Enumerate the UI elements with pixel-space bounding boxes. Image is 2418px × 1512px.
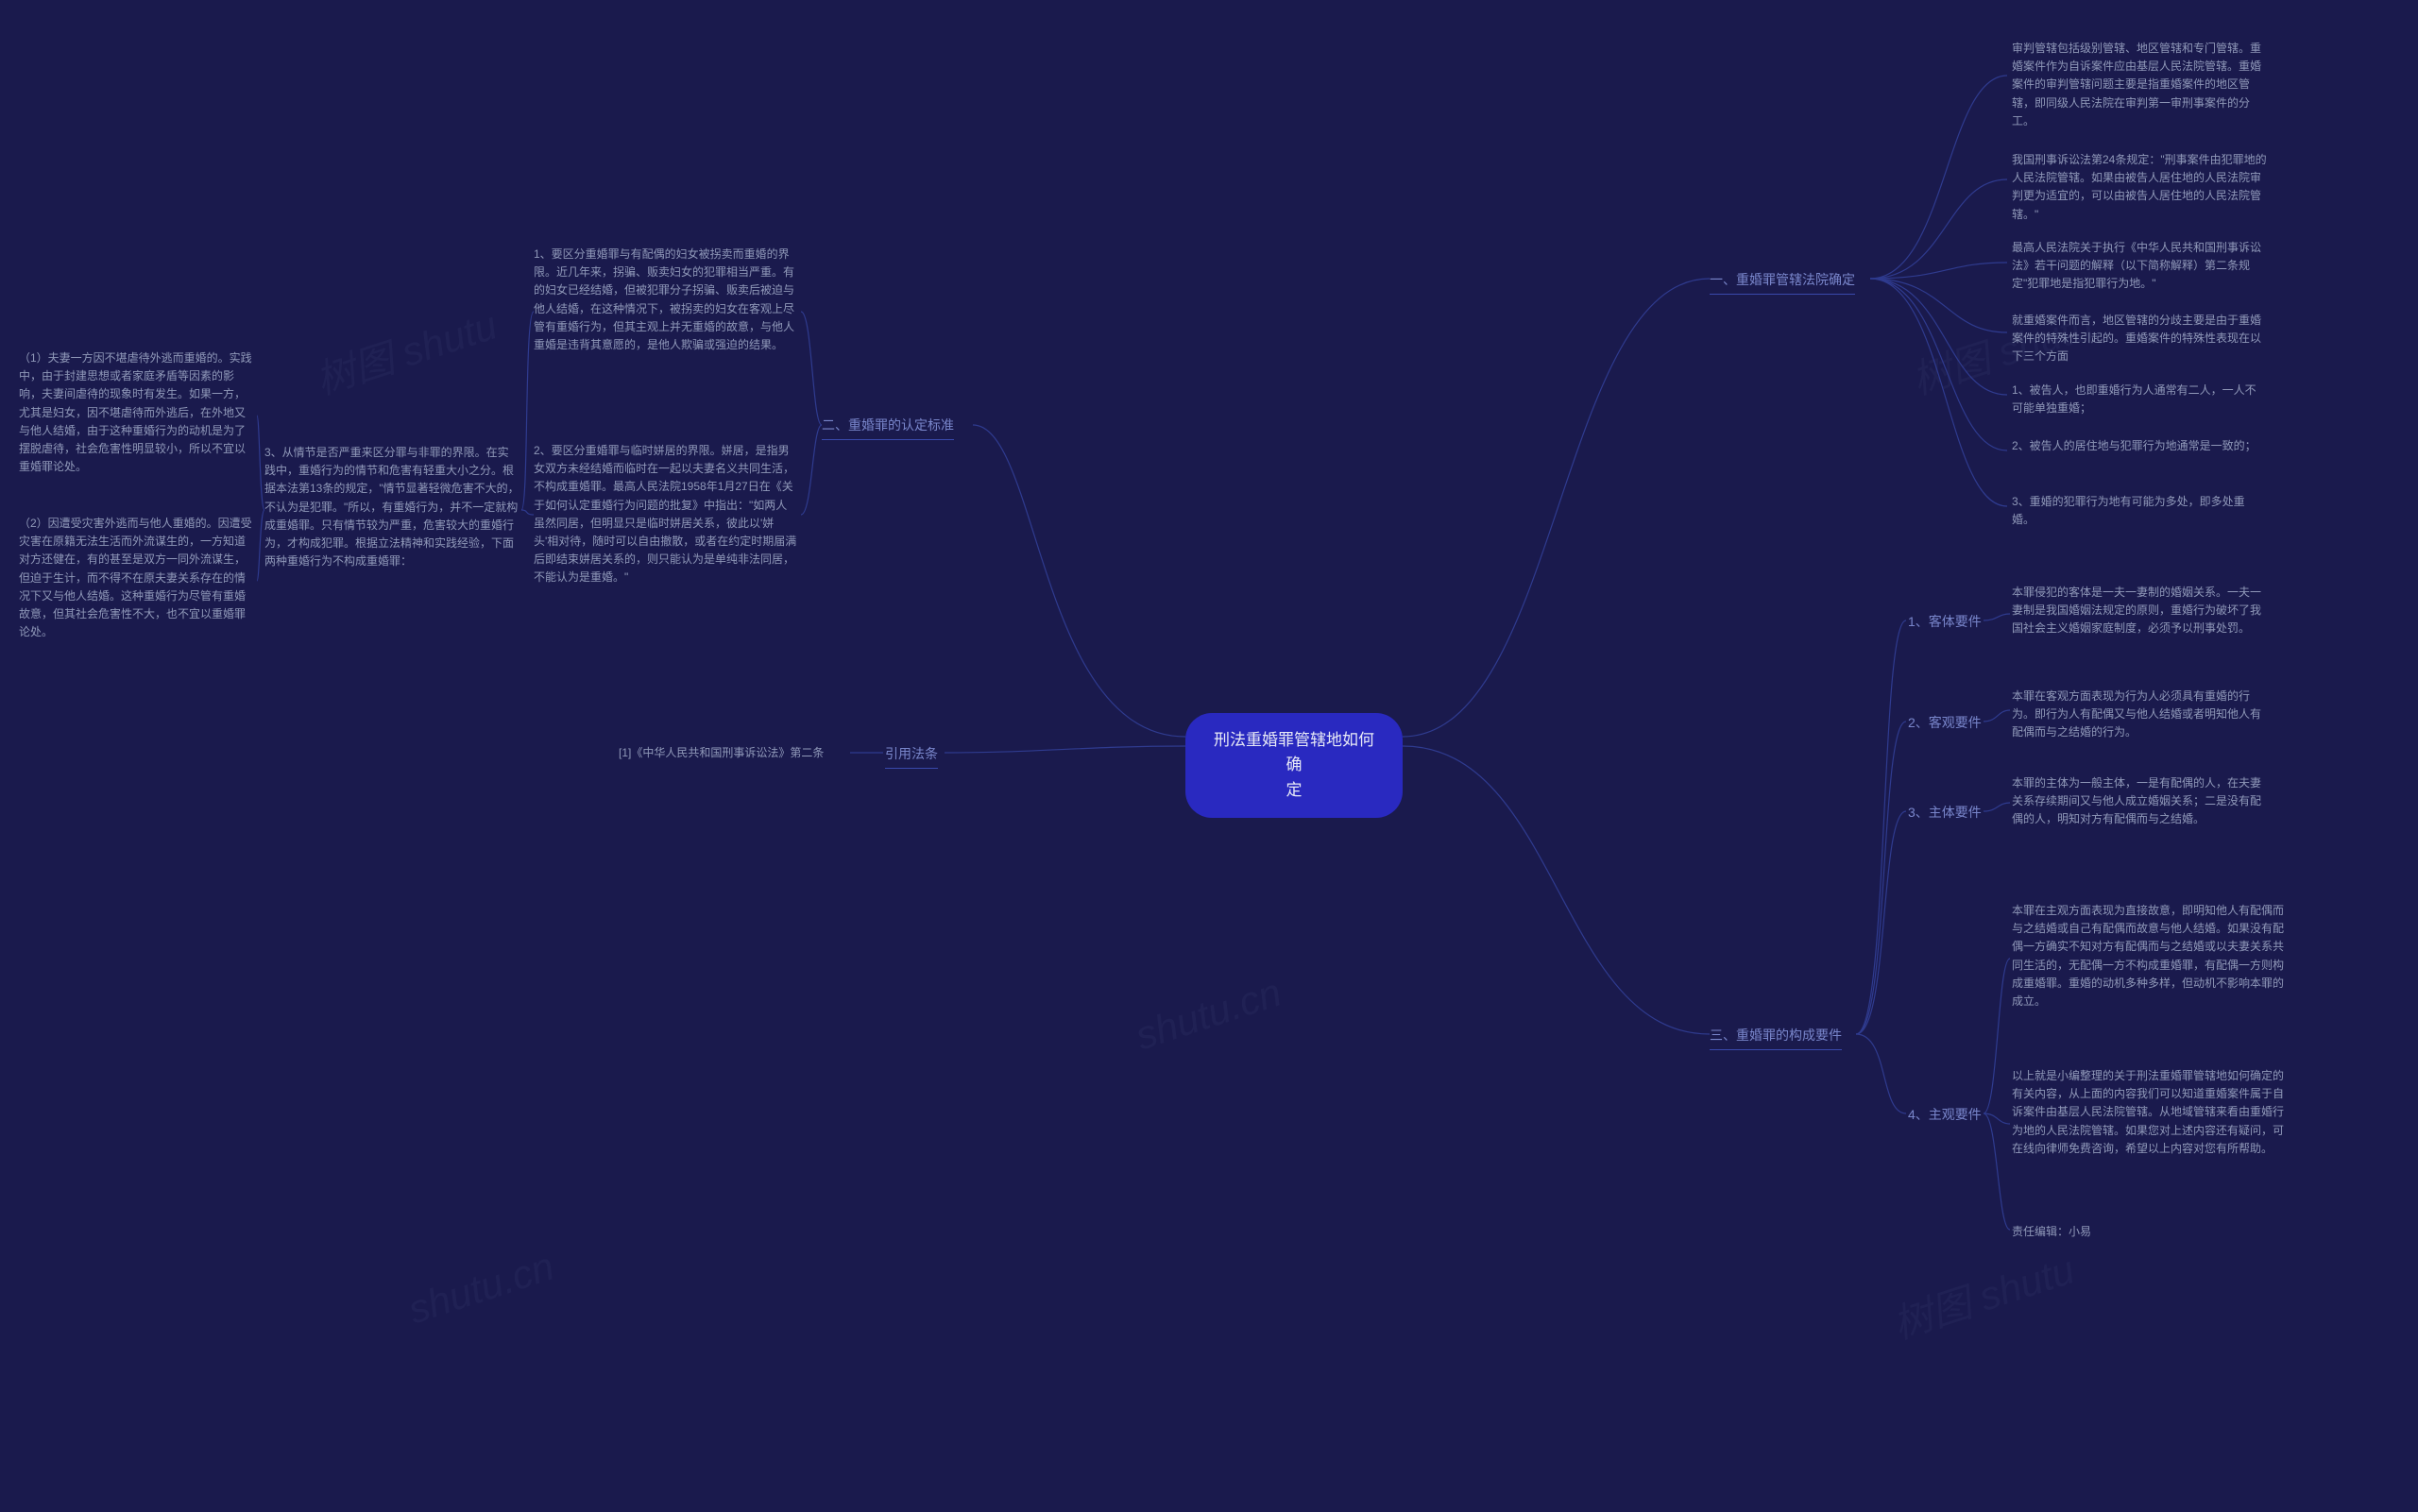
mid-r3-3[interactable]: 4、主观要件 <box>1908 1105 1982 1130</box>
branch-r1[interactable]: 一、重婚罪管辖法院确定 <box>1710 270 1855 298</box>
root-node[interactable]: 刑法重婚罪管辖地如何确定 <box>1185 713 1403 818</box>
mid-r3-0[interactable]: 1、客体要件 <box>1908 612 1982 637</box>
leaf-r1-1: 我国刑事诉讼法第24条规定："刑事案件由犯罪地的人民法院管辖。如果由被告人居住地… <box>2012 151 2267 224</box>
leaf-l2-1: 2、要区分重婚罪与临时姘居的界限。姘居，是指男女双方未经结婚而临时在一起以夫妻名… <box>534 442 798 587</box>
leaf-r1-5: 2、被告人的居住地与犯罪行为地通常是一致的； <box>2012 437 2256 455</box>
leaf-r1-2: 最高人民法院关于执行《中华人民共和国刑事诉讼法》若干问题的解释（以下简称解释）第… <box>2012 239 2267 294</box>
leaf-r1-0: 审判管辖包括级别管辖、地区管辖和专门管辖。重婚案件作为自诉案件应由基层人民法院管… <box>2012 40 2267 130</box>
mid-r3-1[interactable]: 2、客观要件 <box>1908 713 1982 738</box>
leaf-r3-3c: 责任编辑：小易 <box>2012 1223 2091 1241</box>
watermark: 树图 shutu <box>1884 1238 2081 1351</box>
leaf-cite: [1]《中华人民共和国刑事诉讼法》第二条 <box>619 744 824 762</box>
leaf-r3-3a: 本罪在主观方面表现为直接故意，即明知他人有配偶而与之结婚或自己有配偶而故意与他人… <box>2012 902 2286 1011</box>
leaf-r3-1: 本罪在客观方面表现为行为人必须具有重婚的行为。即行为人有配偶又与他人结婚或者明知… <box>2012 688 2267 742</box>
leaf-ll3-0: （1）夫妻一方因不堪虐待外逃而重婚的。实践中，由于封建思想或者家庭矛盾等因素的影… <box>19 349 255 476</box>
branch-cite[interactable]: 引用法条 <box>885 744 938 773</box>
watermark: 树图 shutu <box>307 294 503 406</box>
leaf-r1-3: 就重婚案件而言，地区管辖的分歧主要是由于重婚案件的特殊性引起的。重婚案件的特殊性… <box>2012 312 2267 366</box>
watermark: shutu.cn <box>402 1244 559 1334</box>
leaf-r3-0: 本罪侵犯的客体是一夫一妻制的婚姻关系。一夫一妻制是我国婚姻法规定的原则，重婚行为… <box>2012 584 2267 638</box>
branch-l2[interactable]: 二、重婚罪的认定标准 <box>822 416 954 444</box>
leaf-l2-0: 1、要区分重婚罪与有配偶的妇女被拐卖而重婚的界限。近几年来，拐骗、贩卖妇女的犯罪… <box>534 246 798 354</box>
leaf-r3-2: 本罪的主体为一般主体，一是有配偶的人，在夫妻关系存续期间又与他人成立婚姻关系；二… <box>2012 774 2267 829</box>
leaf-r1-6: 3、重婚的犯罪行为地有可能为多处，即多处重婚。 <box>2012 493 2267 529</box>
leaf-r3-3b: 以上就是小编整理的关于刑法重婚罪管辖地如何确定的有关内容，从上面的内容我们可以知… <box>2012 1067 2286 1158</box>
mid-r3-2[interactable]: 3、主体要件 <box>1908 803 1982 827</box>
root-label: 刑法重婚罪管辖地如何确定 <box>1214 731 1374 799</box>
branch-ll3: 3、从情节是否严重来区分罪与非罪的界限。在实践中，重婚行为的情节和危害有轻重大小… <box>264 444 519 570</box>
branch-r3[interactable]: 三、重婚罪的构成要件 <box>1710 1026 1842 1054</box>
leaf-ll3-1: （2）因遭受灾害外逃而与他人重婚的。因遭受灾害在原籍无法生活而外流谋生的，一方知… <box>19 515 255 641</box>
watermark: shutu.cn <box>1130 970 1286 1060</box>
leaf-r1-4: 1、被告人，也即重婚行为人通常有二人，一人不可能单独重婚； <box>2012 382 2267 417</box>
